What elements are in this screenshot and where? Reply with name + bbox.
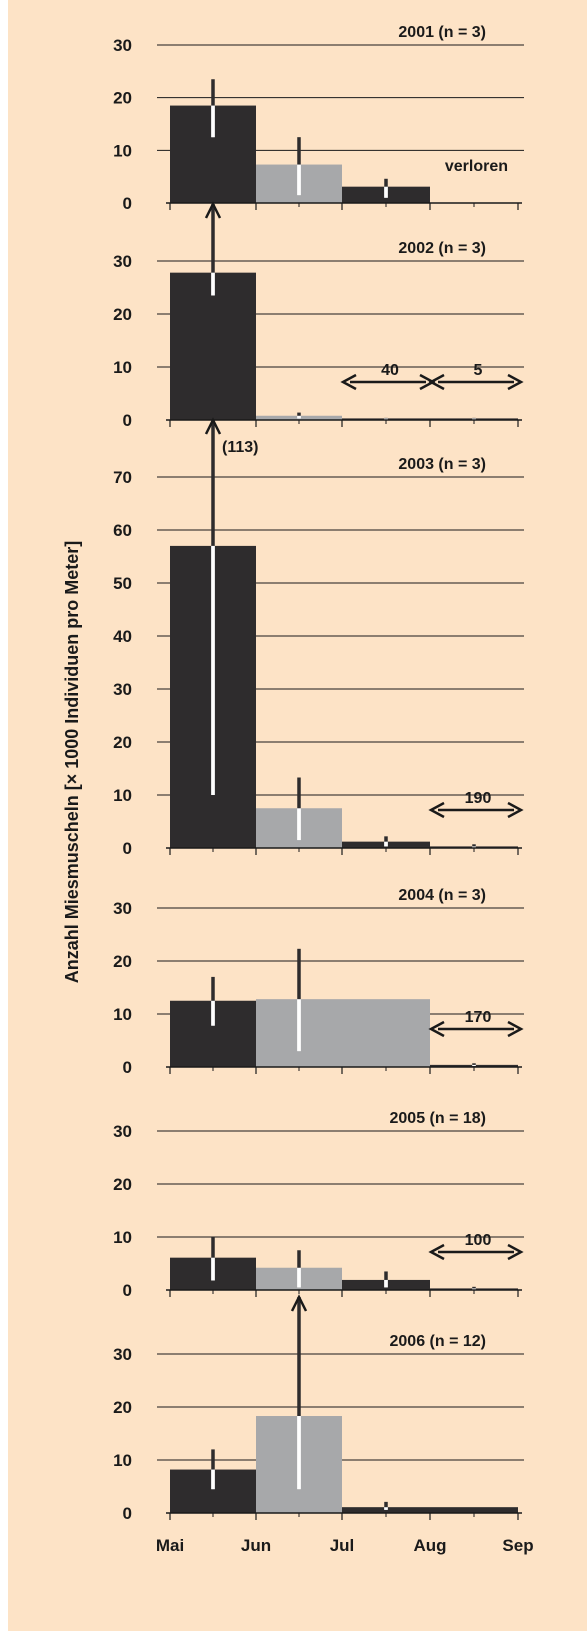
panel-title: 2006 (n = 12) [390,1333,487,1350]
y-tick-label: 40 [113,627,132,646]
range-arrow-right-head [507,1020,524,1038]
y-tick-label: 30 [113,899,132,918]
range-arrow-label: 40 [381,362,399,379]
y-tick-label: 20 [113,305,132,324]
y-tick-label: 0 [123,1281,132,1300]
range-arrow-right-head [507,373,524,391]
chart-panel-4: 0 10 20 30 2004 (n = 3) 170 [113,887,524,1077]
range-arrow-left-head [428,1243,445,1261]
y-tick-label: 10 [113,1005,132,1024]
range-arrow-right-head [507,801,524,819]
range-arrow-right-head [507,1243,524,1261]
y-tick-label: 20 [113,89,132,108]
x-month-label: Mai [156,1536,184,1555]
range-arrow-label: 5 [474,362,483,379]
y-axis-label: Anzahl Miesmuscheln [× 1000 Individuen p… [62,541,82,984]
y-tick-label: 0 [123,194,132,213]
range-arrow-left-head [428,373,445,391]
bar [170,272,256,420]
panel-title: 2001 (n = 3) [398,24,486,41]
y-tick-label: 70 [113,468,132,487]
lost-label: verloren [445,158,508,175]
y-tick-label: 0 [123,411,132,430]
chart-panel-3: 0 10 20 30 40 50 60 70 2003 (n = 3) 190 [113,417,524,858]
y-tick-label: 10 [113,786,132,805]
y-tick-label: 20 [113,1175,132,1194]
y-tick-label: 50 [113,574,132,593]
panel-title: 2005 (n = 18) [390,1110,487,1127]
bar [342,999,430,1067]
chart-panel-6: 0 10 20 30 2006 (n = 12) Mai Jun Jul Aug Sep [113,1294,534,1555]
y-tick-label: 30 [113,1345,132,1364]
x-month-label: Sep [502,1536,533,1555]
error-bar-arrowhead [204,201,222,219]
y-tick-label: 20 [113,952,132,971]
y-tick-label: 0 [123,839,132,858]
y-tick-label: 30 [113,1122,132,1141]
chart-panel-2: 0 10 20 30 2002 (n = 3) 40 5 (113) [113,201,524,456]
x-month-label: Jul [330,1536,355,1555]
range-arrow-left-head [340,373,357,391]
panel-title: 2004 (n = 3) [398,887,486,904]
y-tick-label: 30 [113,252,132,271]
panel-title: 2003 (n = 3) [398,456,486,473]
y-tick-label: 10 [113,1451,132,1470]
y-tick-label: 20 [113,1398,132,1417]
range-arrow-left-head [428,1020,445,1038]
panel-title: 2002 (n = 3) [398,240,486,257]
error-bar-arrowhead [204,417,222,435]
chart-panel-5: 0 10 20 30 2005 (n = 18) 100 [113,1110,524,1300]
y-tick-label: 10 [113,141,132,160]
x-month-label: Jun [241,1536,271,1555]
y-tick-label: 30 [113,36,132,55]
y-tick-label: 10 [113,1228,132,1247]
y-tick-label: 20 [113,733,132,752]
y-tick-label: 0 [123,1058,132,1077]
chart-panel-1: 0 10 20 30 2001 (n = 3) verloren [113,24,524,213]
x-month-label: Aug [413,1536,446,1555]
range-arrow-left-head [428,801,445,819]
bar [342,1507,430,1513]
bar [430,1507,518,1513]
range-arrow-label: 170 [465,1009,492,1026]
y-tick-label: 30 [113,680,132,699]
clipped-value-label: (113) [222,439,258,456]
range-arrow-label: 190 [465,790,492,807]
y-tick-label: 10 [113,358,132,377]
y-tick-label: 0 [123,1504,132,1523]
range-arrow-label: 100 [465,1232,492,1249]
y-tick-label: 60 [113,521,132,540]
error-bar-arrowhead [290,1294,308,1312]
